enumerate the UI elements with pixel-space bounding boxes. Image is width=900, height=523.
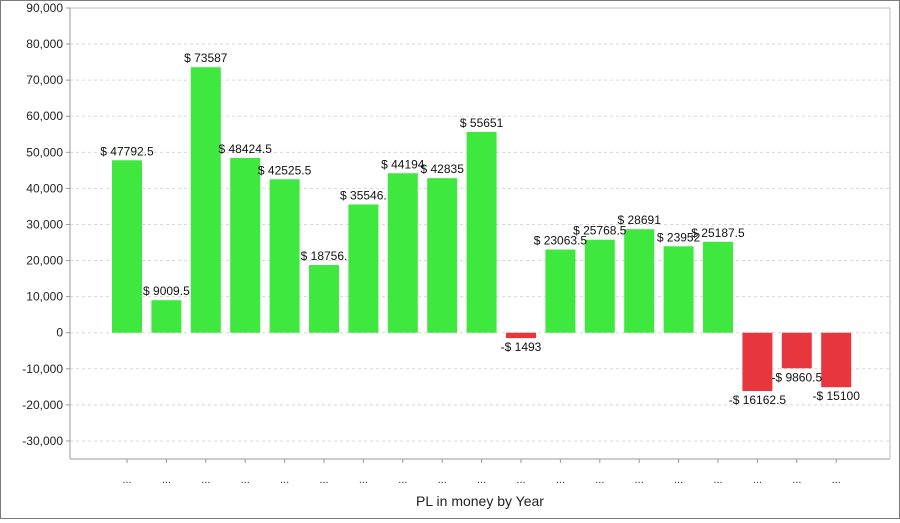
bar[interactable] [348,204,379,333]
x-tick-label: ... [162,474,171,486]
x-tick-label: ... [516,474,525,486]
bar-data-label: $ 47792.5 [100,144,154,158]
x-tick-label: ... [398,474,407,486]
bar[interactable] [112,160,142,333]
bar[interactable] [742,332,773,392]
bar[interactable] [821,332,852,388]
y-tick-label: 20,000 [26,254,63,268]
y-tick-label: 40,000 [26,181,63,195]
x-tick-label: ... [595,474,604,486]
bar[interactable] [466,131,497,333]
y-tick-label: 90,000 [26,1,63,15]
x-tick-label: ... [674,474,683,486]
y-tick-label: -10,000 [22,362,63,376]
y-tick-label: 70,000 [26,73,63,87]
bar-data-label: $ 25187.5 [691,226,745,240]
x-tick-label: ... [753,474,762,486]
bar-data-label: $ 18756. [301,249,348,263]
y-tick-label: 60,000 [26,109,63,123]
data-labels: $ 47792.5 $ 9009.5 $ 73587 $ 48424.5 $ 42525… [100,51,860,407]
bar[interactable] [584,239,615,333]
x-tick-label: ... [832,474,841,486]
bar[interactable] [781,332,812,369]
x-tick-label: ... [792,474,801,486]
y-tick-label: 0 [56,326,63,340]
y-tick-label: -20,000 [22,398,63,412]
bars [112,67,852,392]
x-tick-label: ... [122,474,131,486]
bar-data-label: $ 9009.5 [143,284,190,298]
y-tick-label: 50,000 [26,145,63,159]
y-tick-label: 80,000 [26,37,63,51]
x-tick-label: ... [241,474,250,486]
bar-data-label: -$ 15100 [813,389,861,403]
bar[interactable] [190,67,221,333]
bar[interactable] [624,229,655,333]
bar-data-label: $ 55651 [460,116,504,130]
bar-data-label: -$ 16162.5 [729,393,787,407]
bar[interactable] [151,300,182,333]
bar-data-label: $ 23063.5 [534,234,588,248]
x-tick-label: ... [713,474,722,486]
bar-data-label: $ 73587 [184,51,228,65]
x-axis-ticks: ........................................… [122,459,841,486]
bar[interactable] [230,158,261,333]
y-tick-label: -30,000 [22,434,63,448]
bar[interactable] [387,173,418,333]
x-tick-label: ... [635,474,644,486]
bar-data-label: -$ 9860.5 [771,370,822,384]
bar[interactable] [663,246,694,333]
y-tick-label: 10,000 [26,290,63,304]
bar-data-label: $ 28691 [618,213,662,227]
bar-data-label: $ 42835 [421,162,465,176]
bar-data-label: $ 35546. [340,188,387,202]
bar-data-label: $ 48424.5 [219,142,273,156]
bar[interactable] [703,241,733,333]
x-tick-label: ... [438,474,447,486]
x-tick-label: ... [359,474,368,486]
x-tick-label: ... [280,474,289,486]
y-tick-label: 30,000 [26,217,63,231]
bar[interactable] [427,178,458,333]
bar-data-label: $ 42525.5 [258,163,312,177]
bar-data-label: $ 25768.5 [573,224,627,238]
bar-data-label: -$ 1493 [501,340,542,354]
x-tick-label: ... [201,474,210,486]
bar-data-label: $ 23952 [657,230,701,244]
bar[interactable] [545,249,576,333]
x-tick-label: ... [477,474,486,486]
x-axis-title: PL in money by Year [416,493,544,509]
bar[interactable] [309,265,339,333]
bar-data-label: $ 44194 [381,157,425,171]
bar[interactable] [506,332,536,339]
x-tick-label: ... [319,474,328,486]
bar[interactable] [269,179,300,333]
x-tick-label: ... [556,474,565,486]
y-axis-ticks: -30,000 -20,000 -10,000 0 10,000 20,000 30,000… [22,1,70,448]
